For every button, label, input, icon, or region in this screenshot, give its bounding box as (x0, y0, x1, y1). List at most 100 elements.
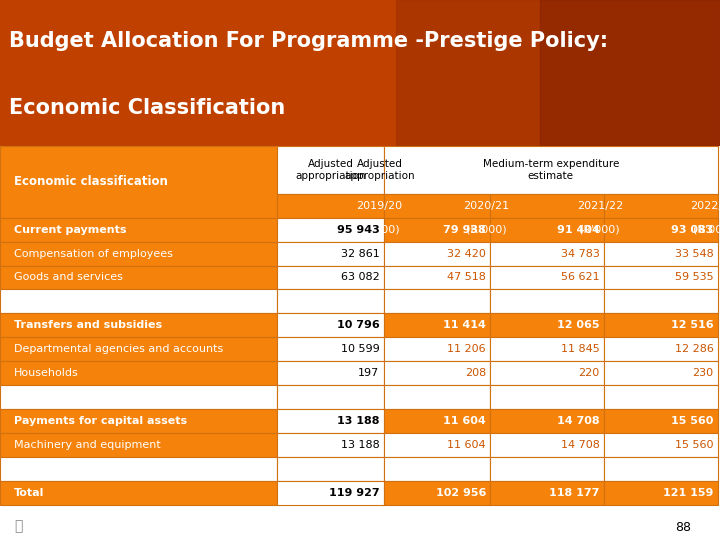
Bar (0, 433, 277, 457)
Text: 208: 208 (464, 368, 486, 378)
Text: ⬛: ⬛ (14, 519, 23, 534)
Text: 34 783: 34 783 (561, 248, 600, 259)
Bar (490, 241, 604, 266)
Bar (0, 338, 277, 361)
Text: Economic Classification: Economic Classification (9, 98, 285, 118)
Bar (277, 313, 384, 338)
Text: 121 159: 121 159 (663, 488, 714, 498)
Bar (604, 361, 718, 385)
Bar (277, 481, 384, 505)
Text: Goods and services: Goods and services (14, 273, 122, 282)
Text: 91 404: 91 404 (557, 225, 600, 234)
Bar (384, 241, 490, 266)
Bar (384, 266, 490, 289)
Bar (0, 266, 277, 289)
Text: 118 177: 118 177 (549, 488, 600, 498)
Bar (604, 218, 718, 241)
Bar (277, 385, 384, 409)
Bar (384, 361, 490, 385)
Text: Compensation of employees: Compensation of employees (14, 248, 173, 259)
Text: 102 956: 102 956 (436, 488, 486, 498)
Bar (0, 146, 277, 218)
Bar (384, 433, 490, 457)
Bar (384, 338, 490, 361)
Bar (396, 0, 720, 146)
Bar (277, 289, 384, 313)
Bar (604, 194, 718, 218)
Bar (277, 218, 384, 241)
Bar (490, 481, 604, 505)
Text: Budget Allocation For Programme -Prestige Policy:: Budget Allocation For Programme -Prestig… (9, 31, 608, 51)
Bar (490, 385, 604, 409)
Text: 11 604: 11 604 (444, 416, 486, 426)
Text: Transfers and subsidies: Transfers and subsidies (14, 320, 162, 330)
Text: 2019/20: 2019/20 (356, 201, 402, 211)
Text: (R'000): (R'000) (580, 225, 620, 234)
Bar (384, 409, 490, 433)
Text: 15 560: 15 560 (675, 440, 714, 450)
Bar (490, 218, 604, 241)
Text: 2021/22: 2021/22 (577, 201, 623, 211)
Text: 32 861: 32 861 (341, 248, 379, 259)
Bar (277, 218, 384, 241)
Bar (384, 218, 490, 241)
Text: (R'000): (R'000) (466, 225, 506, 234)
Text: 32 420: 32 420 (447, 248, 486, 259)
Bar (0, 481, 277, 505)
Text: 95 943: 95 943 (337, 225, 379, 234)
Text: 2022/23: 2022/23 (690, 201, 720, 211)
Text: 11 414: 11 414 (443, 320, 486, 330)
Bar (0, 457, 277, 481)
Bar (277, 194, 384, 218)
Bar (277, 241, 384, 266)
Bar (0, 409, 277, 433)
Text: 79 938: 79 938 (444, 225, 486, 234)
Text: 230: 230 (693, 368, 714, 378)
Text: Adjusted
appropriation: Adjusted appropriation (295, 159, 366, 180)
Bar (490, 338, 604, 361)
Bar (604, 338, 718, 361)
Text: 11 845: 11 845 (561, 345, 600, 354)
Text: 220: 220 (578, 368, 600, 378)
Bar (384, 313, 490, 338)
Text: 10 599: 10 599 (341, 345, 379, 354)
Bar (604, 218, 718, 241)
Text: 63 082: 63 082 (341, 273, 379, 282)
Text: 197: 197 (358, 368, 379, 378)
Text: 2020/21: 2020/21 (463, 201, 509, 211)
Bar (490, 409, 604, 433)
Text: Adjusted
appropriation: Adjusted appropriation (344, 159, 415, 180)
Bar (604, 385, 718, 409)
Bar (277, 361, 384, 385)
Bar (604, 241, 718, 266)
Bar (277, 433, 384, 457)
Text: 12 065: 12 065 (557, 320, 600, 330)
Bar (540, 0, 720, 146)
Text: 119 927: 119 927 (329, 488, 379, 498)
Text: 33 548: 33 548 (675, 248, 714, 259)
Bar (384, 289, 490, 313)
Text: 88: 88 (675, 521, 691, 534)
Text: 47 518: 47 518 (447, 273, 486, 282)
Bar (490, 266, 604, 289)
Text: 13 188: 13 188 (341, 440, 379, 450)
Bar (0, 313, 277, 338)
Text: 11 206: 11 206 (447, 345, 486, 354)
Bar (384, 218, 490, 241)
Bar (277, 338, 384, 361)
Text: Machinery and equipment: Machinery and equipment (14, 440, 161, 450)
Bar (604, 433, 718, 457)
Bar (0, 241, 277, 266)
Bar (384, 194, 490, 218)
Text: Payments for capital assets: Payments for capital assets (14, 416, 187, 426)
Bar (490, 433, 604, 457)
Bar (490, 218, 604, 241)
Bar (604, 266, 718, 289)
Bar (490, 361, 604, 385)
Text: 14 708: 14 708 (557, 416, 600, 426)
Text: 56 621: 56 621 (561, 273, 600, 282)
Text: 15 560: 15 560 (671, 416, 714, 426)
Text: (R'000): (R'000) (359, 225, 400, 234)
Bar (0, 361, 277, 385)
Text: Economic classification: Economic classification (14, 175, 168, 188)
